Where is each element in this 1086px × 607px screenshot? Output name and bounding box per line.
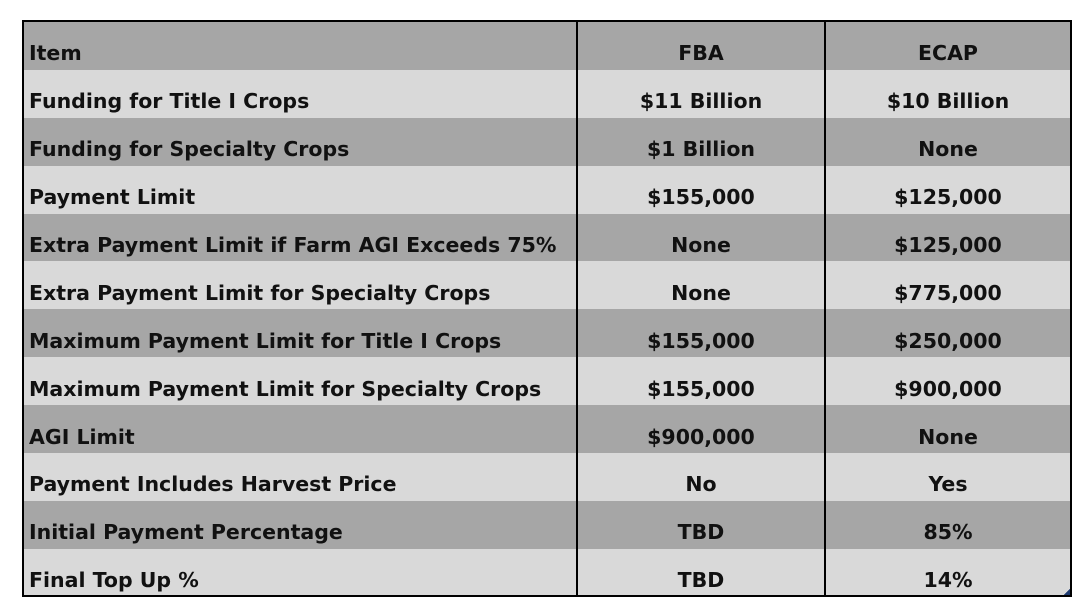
table-row: Final Top Up % TBD 14%: [24, 548, 1070, 595]
row-item-label: Final Top Up %: [24, 548, 578, 595]
row-item-label: Initial Payment Percentage: [24, 500, 578, 549]
row-item-label: Extra Payment Limit for Specialty Crops: [24, 261, 578, 310]
row-item-label: Payment Includes Harvest Price: [24, 453, 578, 501]
row-fba-value: $900,000: [577, 405, 826, 454]
row-ecap-value: None: [825, 117, 1070, 166]
row-fba-value: No: [577, 453, 826, 501]
row-fba-value: None: [577, 213, 826, 262]
row-ecap-value: $250,000: [825, 309, 1070, 358]
table-row: AGI Limit $900,000 None: [24, 405, 1070, 454]
row-fba-value: TBD: [577, 548, 826, 595]
row-ecap-value: None: [825, 405, 1070, 454]
row-fba-value: $155,000: [577, 309, 826, 358]
row-fba-value: $1 Billion: [577, 117, 826, 166]
table-row: Extra Payment Limit if Farm AGI Exceeds …: [24, 213, 1070, 262]
header-item: Item: [24, 22, 578, 70]
resize-handle-icon[interactable]: [1064, 589, 1070, 595]
table-header-row: Item FBA ECAP: [24, 22, 1070, 70]
row-ecap-value: $125,000: [825, 165, 1070, 214]
row-item-label: Maximum Payment Limit for Title I Crops: [24, 309, 578, 358]
table-row: Payment Includes Harvest Price No Yes: [24, 453, 1070, 501]
row-fba-value: $155,000: [577, 357, 826, 406]
row-fba-value: $11 Billion: [577, 69, 826, 118]
row-item-label: Funding for Title I Crops: [24, 69, 578, 118]
row-ecap-value: 85%: [825, 500, 1070, 549]
comparison-table: Item FBA ECAP Funding for Title I Crops …: [22, 20, 1072, 597]
header-ecap: ECAP: [825, 22, 1070, 70]
table-row: Maximum Payment Limit for Specialty Crop…: [24, 357, 1070, 406]
row-item-label: AGI Limit: [24, 405, 578, 454]
row-fba-value: None: [577, 261, 826, 310]
table-row: Payment Limit $155,000 $125,000: [24, 165, 1070, 214]
row-item-label: Funding for Specialty Crops: [24, 117, 578, 166]
table-row: Maximum Payment Limit for Title I Crops …: [24, 309, 1070, 358]
row-ecap-value: $775,000: [825, 261, 1070, 310]
row-fba-value: TBD: [577, 500, 826, 549]
table-row: Funding for Specialty Crops $1 Billion N…: [24, 117, 1070, 166]
row-ecap-value: Yes: [825, 453, 1070, 501]
table-row: Initial Payment Percentage TBD 85%: [24, 500, 1070, 549]
table-row: Extra Payment Limit for Specialty Crops …: [24, 261, 1070, 310]
row-ecap-value: 14%: [825, 548, 1070, 595]
row-item-label: Payment Limit: [24, 165, 578, 214]
row-item-label: Maximum Payment Limit for Specialty Crop…: [24, 357, 578, 406]
row-item-label: Extra Payment Limit if Farm AGI Exceeds …: [24, 213, 578, 262]
row-ecap-value: $900,000: [825, 357, 1070, 406]
table-row: Funding for Title I Crops $11 Billion $1…: [24, 69, 1070, 118]
fba-vs-ecap-table: Item FBA ECAP Funding for Title I Crops …: [24, 22, 1070, 595]
header-fba: FBA: [577, 22, 826, 70]
row-ecap-value: $125,000: [825, 213, 1070, 262]
row-fba-value: $155,000: [577, 165, 826, 214]
row-ecap-value: $10 Billion: [825, 69, 1070, 118]
